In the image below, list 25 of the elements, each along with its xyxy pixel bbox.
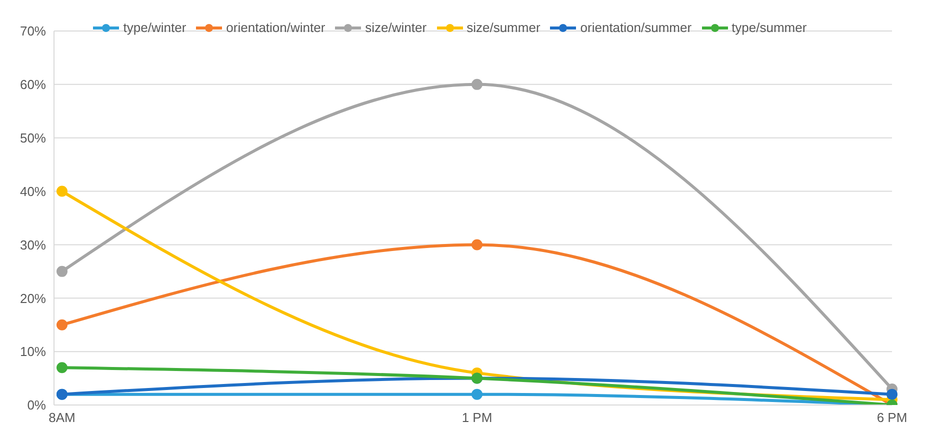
point xyxy=(56,266,68,277)
point xyxy=(472,78,482,90)
point xyxy=(472,239,482,250)
x-tick-label: 1 PM xyxy=(462,410,492,426)
y-tick-label: 50% xyxy=(20,130,46,146)
legend-label: type/summer xyxy=(732,20,807,35)
point xyxy=(886,388,898,400)
y-tick-label: 40% xyxy=(20,184,46,199)
y-tick-label: 70% xyxy=(20,24,46,39)
y-tick-label: 60% xyxy=(20,77,46,92)
point xyxy=(56,362,68,374)
point xyxy=(472,388,482,400)
y-tick-label: 0% xyxy=(27,398,46,413)
legend-label: orientation/winter xyxy=(226,20,326,35)
x-tick-label: 8AM xyxy=(48,410,76,426)
legend-label: orientation/summer xyxy=(580,20,692,35)
legend-label: size/winter xyxy=(365,20,427,35)
x-tick-label: 6 PM xyxy=(876,410,908,426)
y-tick-label: 30% xyxy=(20,237,46,252)
point xyxy=(56,186,68,197)
y-tick-label: 10% xyxy=(20,344,46,360)
legend-label: type/winter xyxy=(123,20,186,35)
y-tick-label: 20% xyxy=(20,290,46,306)
point xyxy=(56,319,68,330)
legend-label: size/summer xyxy=(466,20,540,35)
